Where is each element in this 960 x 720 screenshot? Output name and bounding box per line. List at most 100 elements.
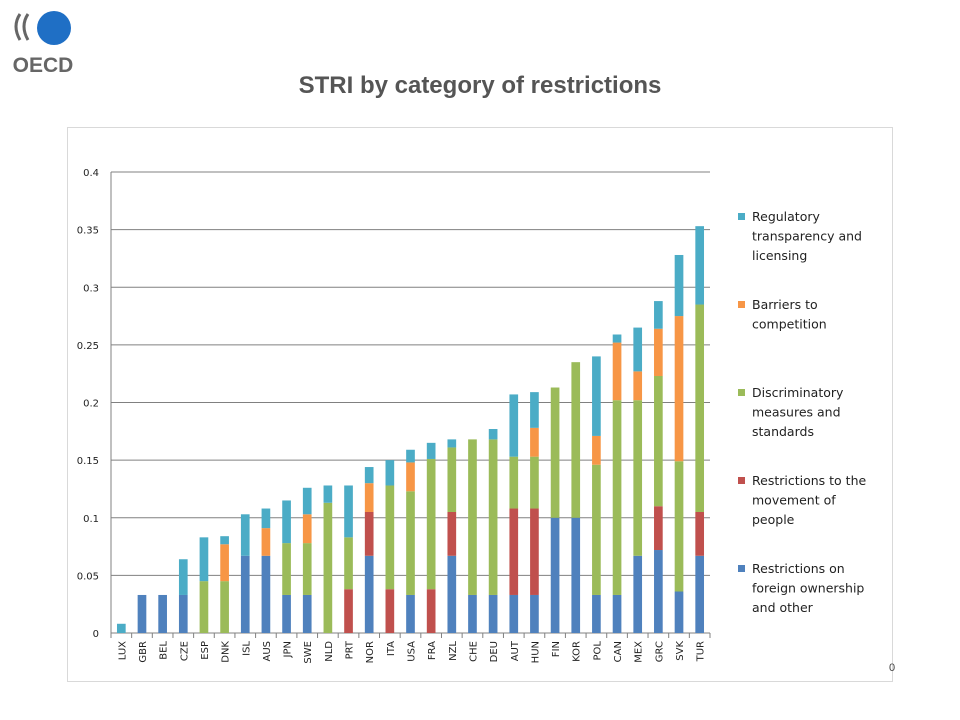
bar-segment	[612, 400, 622, 595]
bar-segment	[116, 623, 126, 633]
legend-swatch	[738, 565, 745, 572]
bar-segment	[323, 502, 333, 633]
bar-segment	[426, 458, 436, 590]
legend: Regulatory transparency and licensing Barri…	[738, 209, 866, 615]
stri-chart: 0 0.05 0.1 0.15 0.2 0.25 0.3 0.35 0.4 LUX GBR BEL CZ…	[77, 168, 867, 664]
legend-swatch	[738, 477, 745, 484]
legend-label: competition	[752, 317, 827, 332]
x-tick-label: KOR	[572, 641, 583, 662]
legend-label: movement of	[752, 493, 836, 508]
bar-segment	[674, 316, 684, 462]
bar-segment	[240, 514, 250, 556]
bar-segment	[385, 460, 395, 486]
chart-frame: 0 0.05 0.1 0.15 0.2 0.25 0.3 0.35 0.4 LUX GBR BEL CZ…	[67, 127, 893, 682]
x-tick-label: NZL	[448, 641, 459, 661]
bar-segment	[695, 226, 705, 305]
legend-label: licensing	[752, 248, 807, 263]
x-tick-label: CHE	[468, 641, 479, 662]
bar-segment	[695, 304, 705, 512]
bar-segment	[550, 517, 560, 633]
x-tick-label: SWE	[303, 641, 314, 664]
bar-segment	[468, 594, 477, 633]
bar-segment	[592, 464, 601, 595]
bar-segment	[261, 555, 271, 633]
bar-segment	[550, 387, 560, 518]
bar-segment	[261, 508, 271, 529]
x-tick-label: DEU	[489, 641, 500, 662]
bar-segment	[364, 511, 374, 556]
legend-label: transparency and	[752, 229, 862, 244]
x-tick-label: ITA	[386, 641, 397, 656]
bar-segment	[633, 371, 643, 401]
x-tick-label: PRT	[345, 640, 356, 659]
bar-segment	[530, 594, 539, 633]
legend-label: Discriminatory	[752, 385, 844, 400]
bar-segment	[695, 555, 705, 633]
x-tick-label: BEL	[159, 641, 170, 660]
y-tick-label: 0.2	[83, 399, 99, 410]
bar-segment	[447, 447, 457, 512]
bar-segment	[592, 594, 601, 633]
page-number: 0	[889, 662, 896, 674]
y-tick-label: 0.4	[83, 168, 99, 179]
oecd-logo: OECD	[13, 11, 74, 77]
bar-segment	[654, 506, 663, 551]
logo-text: OECD	[13, 54, 74, 77]
bar-segment	[530, 427, 539, 457]
bar-segment	[344, 537, 353, 590]
bar-segment	[199, 537, 209, 582]
bar-segment	[302, 514, 312, 544]
y-tick-label: 0.1	[83, 514, 99, 525]
bar-segment	[302, 543, 312, 595]
y-tick-label: 0.05	[77, 571, 99, 582]
bar-segment	[447, 555, 457, 633]
bar-segment	[344, 485, 353, 538]
x-tick-label: GRC	[654, 641, 665, 662]
bar-segment	[674, 461, 684, 592]
bar-segment	[633, 555, 643, 633]
legend-label: people	[752, 512, 795, 527]
bar-segment	[488, 439, 498, 595]
x-axis: LUX GBR BEL CZE ESP DNK ISL AUS JPN SWE NLD PRT NOR I…	[110, 633, 711, 664]
x-tick-label: JPN	[283, 641, 294, 658]
x-tick-label: DNK	[221, 641, 232, 663]
bar-segment	[530, 456, 539, 509]
legend-label: Barriers to	[752, 297, 818, 312]
bar-segment	[426, 589, 436, 633]
bar-segment	[220, 581, 229, 633]
x-tick-label: ESP	[200, 641, 211, 660]
bar-segment	[364, 483, 374, 512]
legend-label: Regulatory	[752, 209, 820, 224]
x-tick-label: AUT	[510, 640, 521, 661]
bar-segment	[364, 467, 374, 484]
x-tick-label: HUN	[530, 641, 541, 663]
bar-segment	[633, 400, 643, 556]
bar-segment	[364, 555, 374, 633]
x-tick-label: TUR	[696, 641, 707, 662]
bar-segment	[509, 508, 519, 595]
bar-segment	[592, 356, 601, 436]
x-tick-label: FRA	[427, 641, 438, 660]
x-tick-label: NOR	[365, 641, 376, 663]
bar-segment	[199, 581, 209, 633]
bar-segment	[406, 449, 415, 463]
x-tick-label: CZE	[179, 641, 190, 661]
bar-segment	[385, 589, 395, 633]
bars	[116, 226, 705, 633]
legend-swatch	[738, 389, 745, 396]
bar-segment	[695, 511, 705, 556]
y-tick-label: 0.25	[77, 341, 99, 352]
legend-label: Restrictions to the	[752, 473, 866, 488]
bar-segment	[509, 456, 519, 509]
bar-segment	[530, 392, 539, 428]
bar-segment	[612, 594, 622, 633]
slide-title: STRI by category of restrictions	[298, 72, 662, 99]
bar-segment	[447, 511, 457, 556]
bar-segment	[302, 594, 312, 633]
bar-segment	[426, 442, 436, 459]
legend-label: and other	[752, 600, 814, 615]
bar-segment	[158, 594, 167, 633]
bar-segment	[344, 589, 353, 633]
bar-segment	[571, 517, 581, 633]
x-tick-label: MEX	[634, 641, 645, 663]
